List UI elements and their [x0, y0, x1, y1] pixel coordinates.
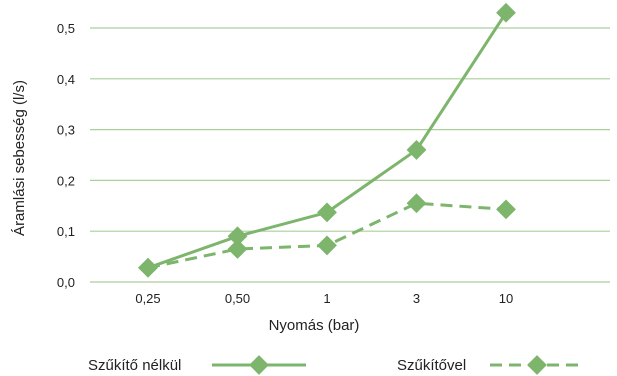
x-tick-label: 3 — [413, 291, 420, 306]
data-point-series-2 — [138, 257, 158, 278]
y-axis-title: Áramlási sebesség (l/s) — [11, 80, 28, 236]
series-lines — [147, 11, 508, 270]
series-line-1 — [147, 11, 508, 270]
y-tick-label: 0,4 — [57, 72, 75, 87]
x-tick-labels: 0,25 0,50 1 3 10 — [135, 291, 513, 306]
data-point-series-2 — [317, 235, 337, 256]
data-point-series-1 — [496, 2, 516, 23]
y-tick-label: 0,2 — [57, 173, 75, 188]
legend-label-series-1: Szűkítő nélkül — [88, 357, 181, 374]
data-point-series-1 — [317, 202, 337, 223]
x-tick-label: 1 — [323, 291, 330, 306]
legend-label-series-2: Szűkítővel — [397, 357, 466, 374]
data-point-series-1 — [406, 140, 427, 160]
y-tick-label: 0,1 — [57, 224, 75, 239]
x-tick-label: 0,50 — [225, 291, 250, 306]
x-tick-label: 10 — [499, 291, 513, 306]
series-markers — [138, 2, 516, 278]
y-tick-label: 0,0 — [57, 275, 75, 290]
data-point-series-2 — [406, 193, 427, 214]
legend: Szűkítő nélkül Szűkítővel — [88, 355, 584, 375]
x-tick-label: 0,25 — [135, 291, 160, 306]
data-point-series-2 — [496, 199, 516, 220]
data-point-series-1 — [227, 226, 248, 247]
y-tick-label: 0,5 — [57, 21, 75, 36]
y-tick-label: 0,3 — [57, 123, 75, 138]
legend-marker-series-1 — [249, 355, 269, 375]
y-tick-labels: 0,0 0,1 0,2 0,3 0,4 0,5 — [57, 21, 75, 290]
data-point-series-2 — [227, 239, 248, 259]
gridlines — [90, 27, 610, 283]
x-axis-title: Nyomás (bar) — [269, 317, 360, 334]
legend-marker-series-2 — [527, 355, 547, 375]
